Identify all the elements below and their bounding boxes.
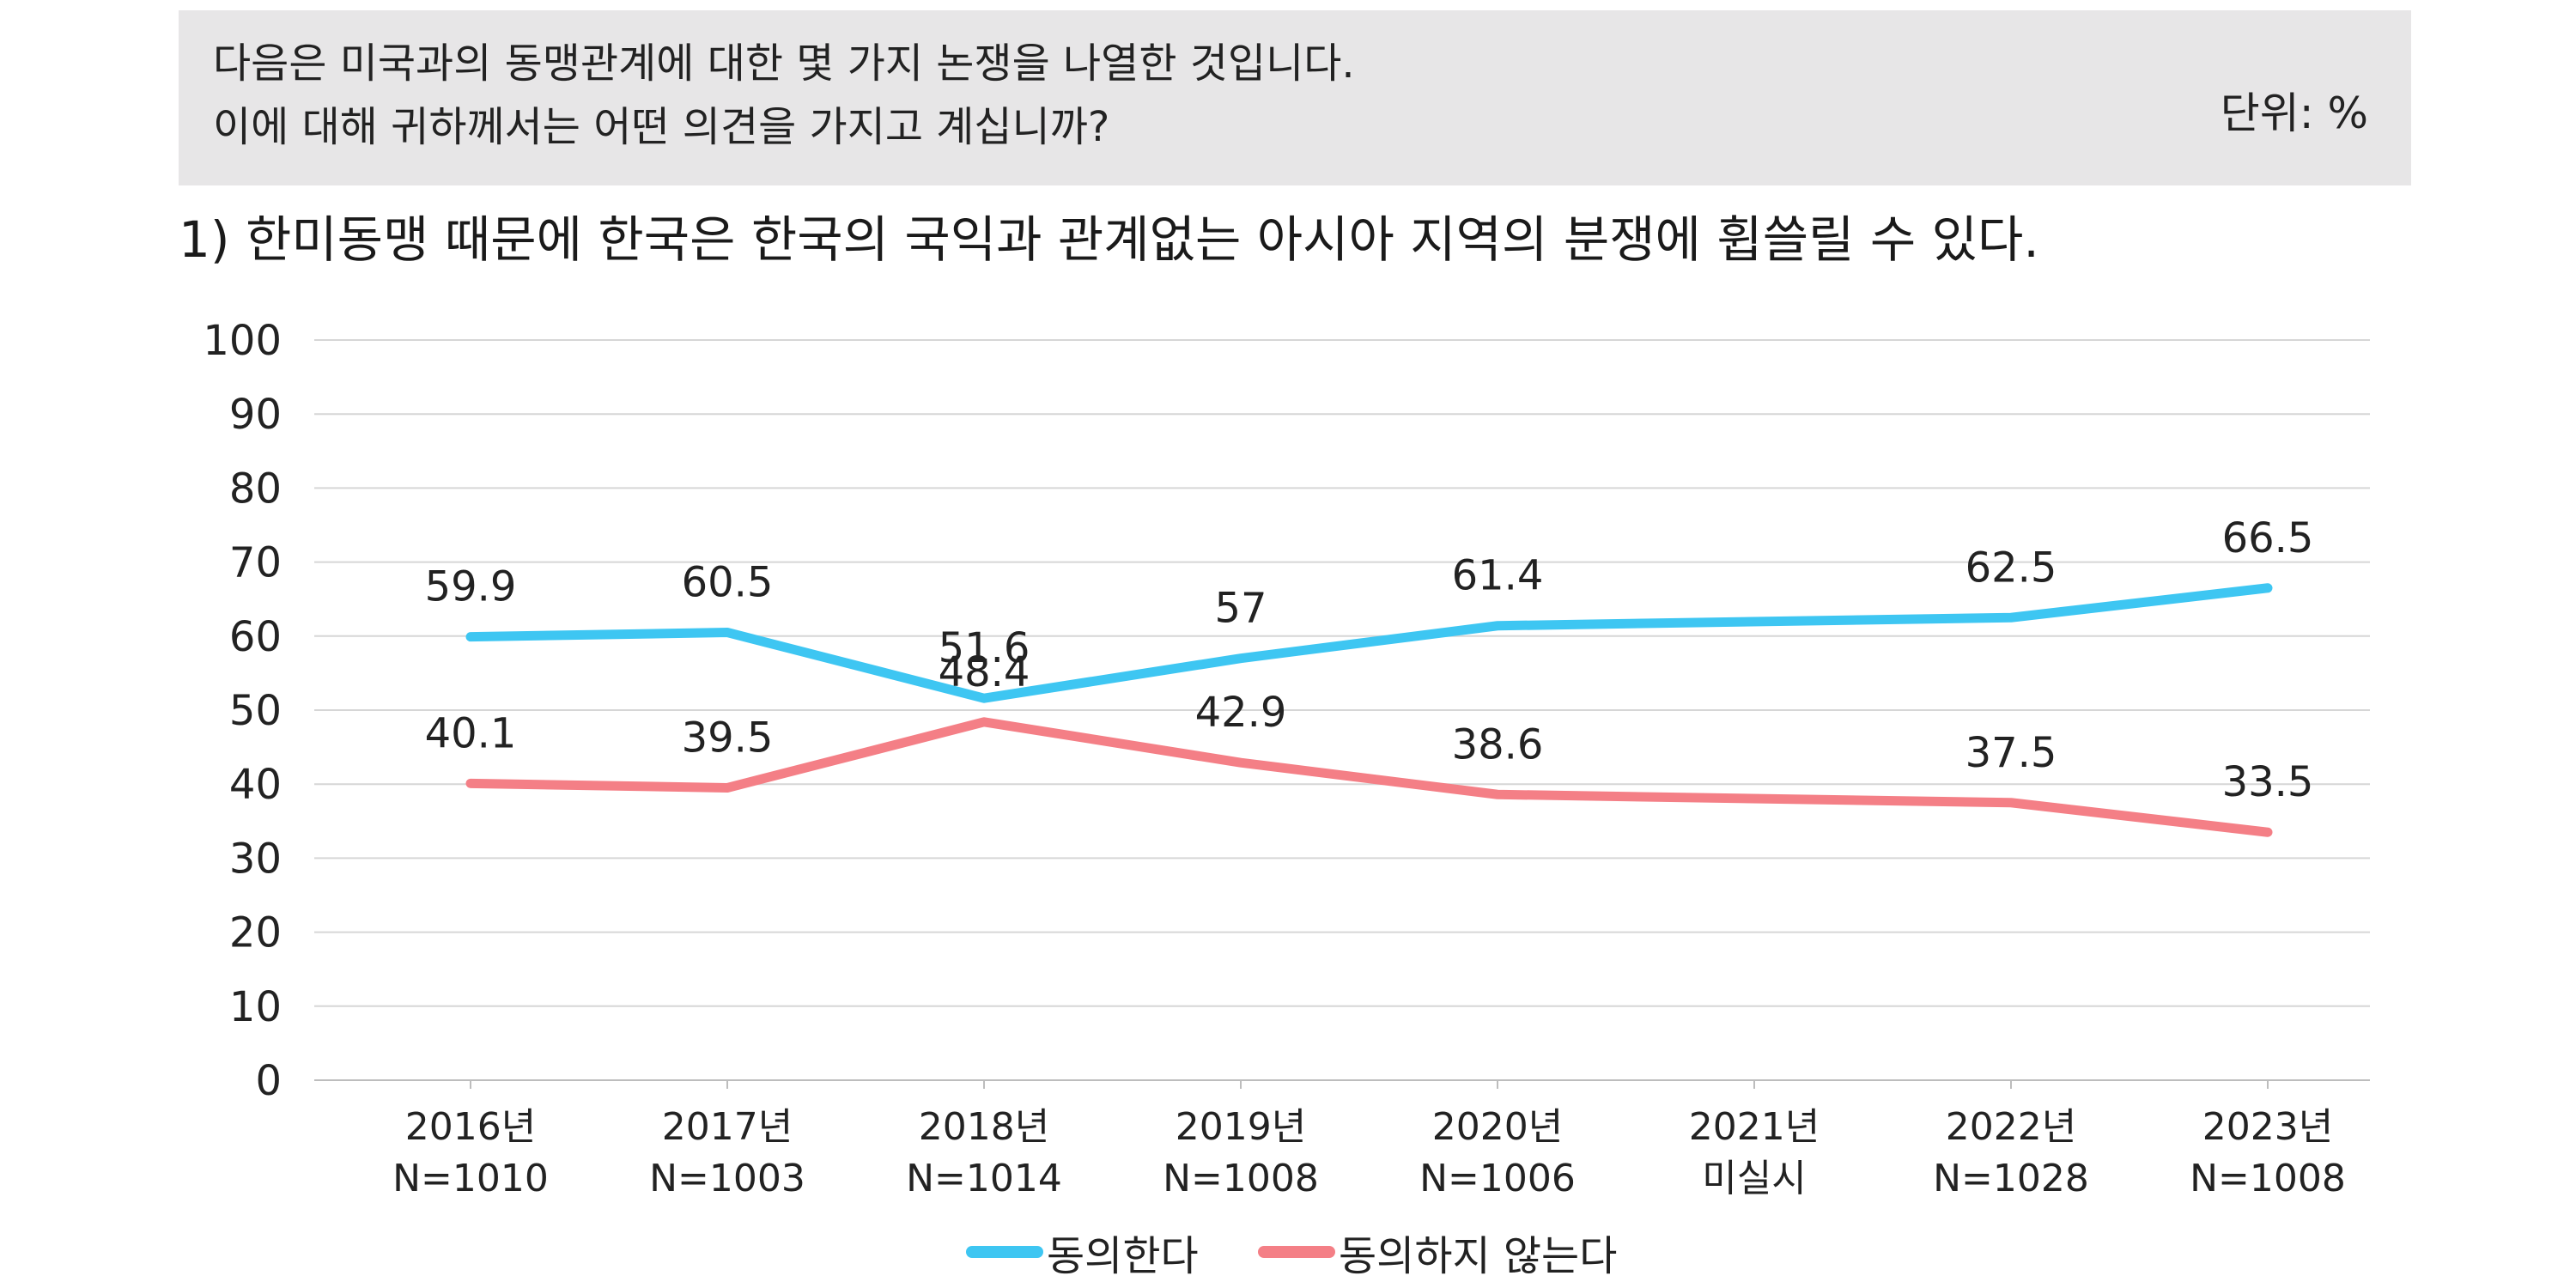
x-tick-label-year: 2020년 [1432, 1105, 1563, 1149]
data-label-disagree: 38.6 [1452, 720, 1544, 769]
legend-label: 동의하지 않는다 [1339, 1232, 1618, 1280]
x-tick-label-year: 2021년 [1689, 1105, 1820, 1149]
data-label-disagree: 40.1 [425, 709, 517, 757]
y-tick-label: 90 [229, 391, 282, 439]
data-label-agree: 51.6 [939, 624, 1030, 672]
x-tick-label-sub: N=1014 [906, 1157, 1062, 1200]
data-label-disagree: 37.5 [1965, 729, 2057, 777]
x-tick-label-year: 2023년 [2202, 1105, 2333, 1149]
x-tick-label-year: 2022년 [1946, 1105, 2076, 1149]
y-tick-label: 70 [229, 539, 282, 587]
legend-item-agree: 동의한다 [966, 1226, 1199, 1280]
data-label-agree: 66.5 [2222, 514, 2314, 562]
data-label-disagree: 39.5 [682, 714, 774, 762]
x-tick-label-year: 2018년 [919, 1105, 1049, 1149]
data-label-agree: 61.4 [1452, 552, 1544, 600]
x-tick-label-sub: N=1003 [649, 1157, 805, 1200]
data-label-disagree: 33.5 [2222, 758, 2314, 806]
x-tick-label-sub: N=1010 [392, 1157, 549, 1200]
y-tick-label: 60 [229, 613, 282, 661]
x-tick-label-sub: N=1008 [2190, 1157, 2346, 1200]
x-tick-label-sub: N=1028 [1933, 1157, 2089, 1200]
y-tick-label: 50 [229, 687, 282, 735]
y-tick-label: 0 [255, 1057, 282, 1105]
unit-label: 단위: % [2220, 88, 2368, 138]
series-line-agree [465, 583, 2273, 703]
y-tick-label: 40 [229, 761, 282, 809]
question-line-2: 이에 대해 귀하께서는 어떤 의견을 가지고 계십니까? [213, 103, 1110, 151]
legend-label: 동의한다 [1047, 1232, 1199, 1280]
data-label-disagree: 42.9 [1195, 689, 1287, 737]
y-tick-label: 10 [229, 983, 282, 1031]
data-label-disagree: 48.4 [939, 648, 1030, 696]
chart-subtitle: 1) 한미동맹 때문에 한국은 한국의 국익과 관계없는 아시아 지역의 분쟁에… [179, 210, 2039, 269]
series-line-disagree [465, 717, 2273, 837]
legend-swatch [966, 1246, 1043, 1258]
y-tick-label: 20 [229, 909, 282, 957]
x-tick-label-sub: N=1008 [1163, 1157, 1319, 1200]
legend: 동의한다 동의하지 않는다 [0, 1226, 2576, 1280]
y-tick-label: 30 [229, 835, 282, 883]
y-tick-label: 80 [229, 465, 282, 513]
legend-swatch [1258, 1246, 1335, 1258]
y-tick-label: 100 [203, 317, 282, 365]
data-label-agree: 60.5 [682, 558, 774, 606]
x-tick-label-year: 2016년 [405, 1105, 536, 1149]
x-tick-label-sub: 미실시 [1702, 1157, 1806, 1200]
question-line-1: 다음은 미국과의 동맹관계에 대한 몇 가지 논쟁을 나열한 것입니다. [213, 39, 1355, 88]
x-tick-label-year: 2017년 [662, 1105, 793, 1149]
question-box: 다음은 미국과의 동맹관계에 대한 몇 가지 논쟁을 나열한 것입니다. 이에 … [179, 10, 2411, 185]
x-tick-label-sub: N=1006 [1419, 1157, 1576, 1200]
data-label-agree: 57 [1214, 585, 1267, 633]
data-label-agree: 62.5 [1965, 544, 2057, 592]
x-tick-label-year: 2019년 [1176, 1105, 1306, 1149]
data-label-agree: 59.9 [425, 563, 517, 611]
legend-item-disagree: 동의하지 않는다 [1258, 1226, 1617, 1280]
